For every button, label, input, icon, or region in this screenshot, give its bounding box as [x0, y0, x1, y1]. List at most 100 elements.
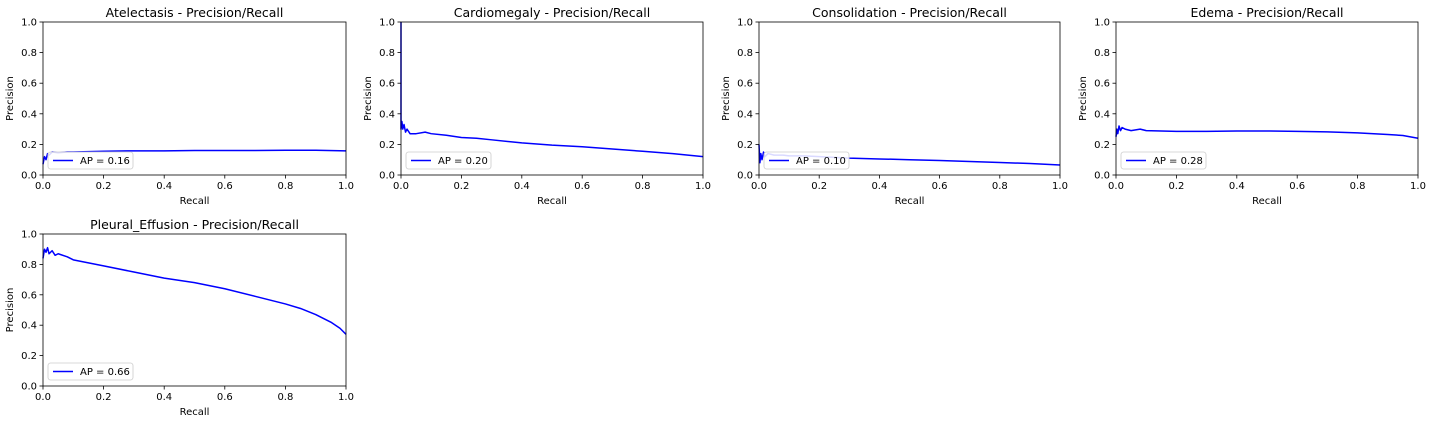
legend-label: AP = 0.66: [80, 367, 130, 378]
y-tick-label: 0.0: [737, 171, 753, 182]
x-tick-label: 0.6: [932, 181, 948, 192]
chart-title: Pleural_Effusion - Precision/Recall: [90, 217, 299, 232]
subplot-2: Cardiomegaly - Precision/Recall 0.0 0.2 0.4…: [363, 5, 711, 207]
subplot-4: Edema - Precision/Recall 0.0 0.2 0.4 0.6 0.8 1…: [1078, 5, 1426, 207]
y-tick-label: 0.4: [1094, 109, 1110, 120]
y-tick-label: 0.0: [379, 171, 395, 182]
y-tick-label: 0.6: [21, 79, 37, 90]
x-tick-label: 0.0: [35, 181, 51, 192]
y-tick-label: 0.0: [21, 171, 37, 182]
x-tick-label: 0.6: [217, 181, 233, 192]
legend-label: AP = 0.10: [796, 156, 846, 167]
y-tick-label: 0.8: [379, 48, 395, 59]
plot-frame: [400, 21, 704, 176]
plot-frame: [42, 21, 347, 176]
x-tick-label: 0.0: [35, 392, 51, 403]
y-tick-label: 0.8: [1094, 48, 1110, 59]
x-tick-label: 0.2: [453, 181, 469, 192]
x-tick-label: 1.0: [1052, 181, 1068, 192]
x-tick-label: 0.8: [992, 181, 1008, 192]
legend: AP = 0.20: [405, 151, 492, 170]
y-tick-label: 1.0: [379, 18, 395, 29]
plot-frame: [42, 233, 347, 387]
y-tick-label: 1.0: [737, 18, 753, 29]
x-axis-label: Recall: [180, 196, 210, 207]
legend-box: [763, 151, 850, 170]
x-tick-label: 0.6: [574, 181, 590, 192]
y-tick-label: 0.8: [737, 48, 753, 59]
x-axis-label: Recall: [537, 196, 567, 207]
x-axis-label: Recall: [180, 407, 210, 418]
legend-box: [405, 151, 492, 170]
x-tick-label: 0.4: [156, 181, 172, 192]
x-tick-label: 1.0: [338, 392, 354, 403]
x-tick-label: 0.0: [393, 181, 409, 192]
legend-label: AP = 0.28: [1153, 156, 1203, 167]
x-tick-label: 0.4: [871, 181, 887, 192]
y-tick-label: 0.2: [21, 140, 37, 151]
chart-title: Consolidation - Precision/Recall: [812, 5, 1007, 20]
x-tick-label: 0.8: [277, 392, 293, 403]
y-tick-label: 1.0: [21, 230, 37, 241]
x-tick-label: 0.2: [811, 181, 827, 192]
y-tick-label: 0.6: [1094, 79, 1110, 90]
legend: AP = 0.66: [47, 362, 134, 381]
y-tick-label: 1.0: [1094, 18, 1110, 29]
y-tick-label: 0.4: [21, 321, 37, 332]
legend-box: [1120, 151, 1207, 170]
x-tick-label: 0.2: [96, 392, 112, 403]
series-line: [1115, 125, 1419, 140]
x-tick-label: 1.0: [695, 181, 711, 192]
x-tick-label: 1.0: [338, 181, 354, 192]
subplot-3: Consolidation - Precision/Recall 0.0 0.2 0.…: [721, 5, 1068, 207]
y-tick-label: 0.2: [379, 140, 395, 151]
legend: AP = 0.28: [1120, 151, 1207, 170]
plot-frame: [758, 21, 1061, 176]
x-tick-label: 1.0: [1410, 181, 1426, 192]
y-axis-label: Precision: [1078, 76, 1089, 121]
series-line: [42, 246, 347, 335]
y-tick-label: 1.0: [21, 18, 37, 29]
x-axis-label: Recall: [1252, 196, 1282, 207]
y-axis-label: Precision: [5, 288, 16, 333]
subplot-1: Atelectasis - Precision/Recall 0.0 0.2 0.4 0…: [5, 5, 354, 207]
x-tick-label: 0.2: [96, 181, 112, 192]
x-tick-label: 0.6: [217, 392, 233, 403]
legend-label: AP = 0.20: [438, 156, 488, 167]
chart-title: Cardiomegaly - Precision/Recall: [454, 5, 650, 20]
y-tick-label: 0.6: [737, 79, 753, 90]
y-tick-label: 0.2: [737, 140, 753, 151]
x-tick-label: 0.4: [156, 392, 172, 403]
y-tick-label: 0.6: [21, 290, 37, 301]
y-tick-label: 0.8: [21, 260, 37, 271]
y-tick-label: 0.4: [379, 109, 395, 120]
x-tick-label: 0.6: [1289, 181, 1305, 192]
y-axis-label: Precision: [363, 76, 374, 121]
chart-title: Atelectasis - Precision/Recall: [106, 5, 284, 20]
y-tick-label: 0.2: [21, 351, 37, 362]
x-tick-label: 0.4: [514, 181, 530, 192]
y-tick-label: 0.0: [21, 382, 37, 393]
y-tick-label: 0.4: [21, 109, 37, 120]
x-tick-label: 0.8: [635, 181, 651, 192]
y-tick-label: 0.6: [379, 79, 395, 90]
legend: AP = 0.10: [763, 151, 850, 170]
chart-title: Edema - Precision/Recall: [1190, 5, 1343, 20]
x-tick-label: 0.0: [751, 181, 767, 192]
x-tick-label: 0.4: [1229, 181, 1245, 192]
y-tick-label: 0.2: [1094, 140, 1110, 151]
y-tick-label: 0.8: [21, 48, 37, 59]
x-tick-label: 0.8: [1350, 181, 1366, 192]
plot-frame: [1115, 21, 1419, 176]
legend-label: AP = 0.16: [80, 156, 130, 167]
y-tick-label: 0.4: [737, 109, 753, 120]
x-tick-label: 0.8: [277, 181, 293, 192]
y-axis-label: Precision: [721, 76, 732, 121]
series-line: [400, 22, 704, 158]
legend-box: [47, 362, 134, 381]
legend: AP = 0.16: [47, 151, 134, 170]
y-axis-label: Precision: [5, 76, 16, 121]
x-tick-label: 0.0: [1108, 181, 1124, 192]
